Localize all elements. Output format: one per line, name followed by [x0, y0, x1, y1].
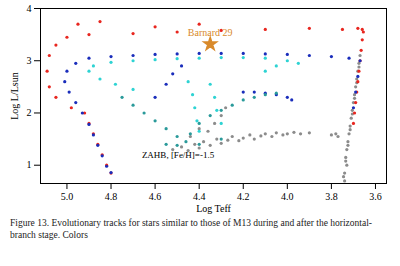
- svg-text:1: 1: [27, 159, 32, 170]
- svg-text:3.8: 3.8: [325, 191, 338, 202]
- svg-text:Log L/Lsun: Log L/Lsun: [9, 72, 20, 120]
- svg-text:4.6: 4.6: [149, 191, 162, 202]
- svg-text:ZAHB, [Fe/H]=-1.5: ZAHB, [Fe/H]=-1.5: [142, 150, 215, 160]
- svg-text:3.6: 3.6: [369, 191, 382, 202]
- svg-text:Barnard 29: Barnard 29: [188, 27, 233, 38]
- svg-text:4.0: 4.0: [281, 191, 294, 202]
- svg-text:3: 3: [27, 55, 32, 66]
- svg-text:4.8: 4.8: [105, 191, 118, 202]
- html-text:Figure 13. Evolutionary tracks: Figure 13. Evolutionary tracks for stars…: [10, 218, 372, 241]
- svg-text:2: 2: [27, 107, 32, 118]
- svg-text:4.4: 4.4: [193, 191, 206, 202]
- svg-text:4: 4: [27, 3, 32, 14]
- svg-text:4.2: 4.2: [237, 191, 250, 202]
- svg-text:5.0: 5.0: [61, 191, 74, 202]
- svg-text:Log Teff: Log Teff: [196, 203, 231, 214]
